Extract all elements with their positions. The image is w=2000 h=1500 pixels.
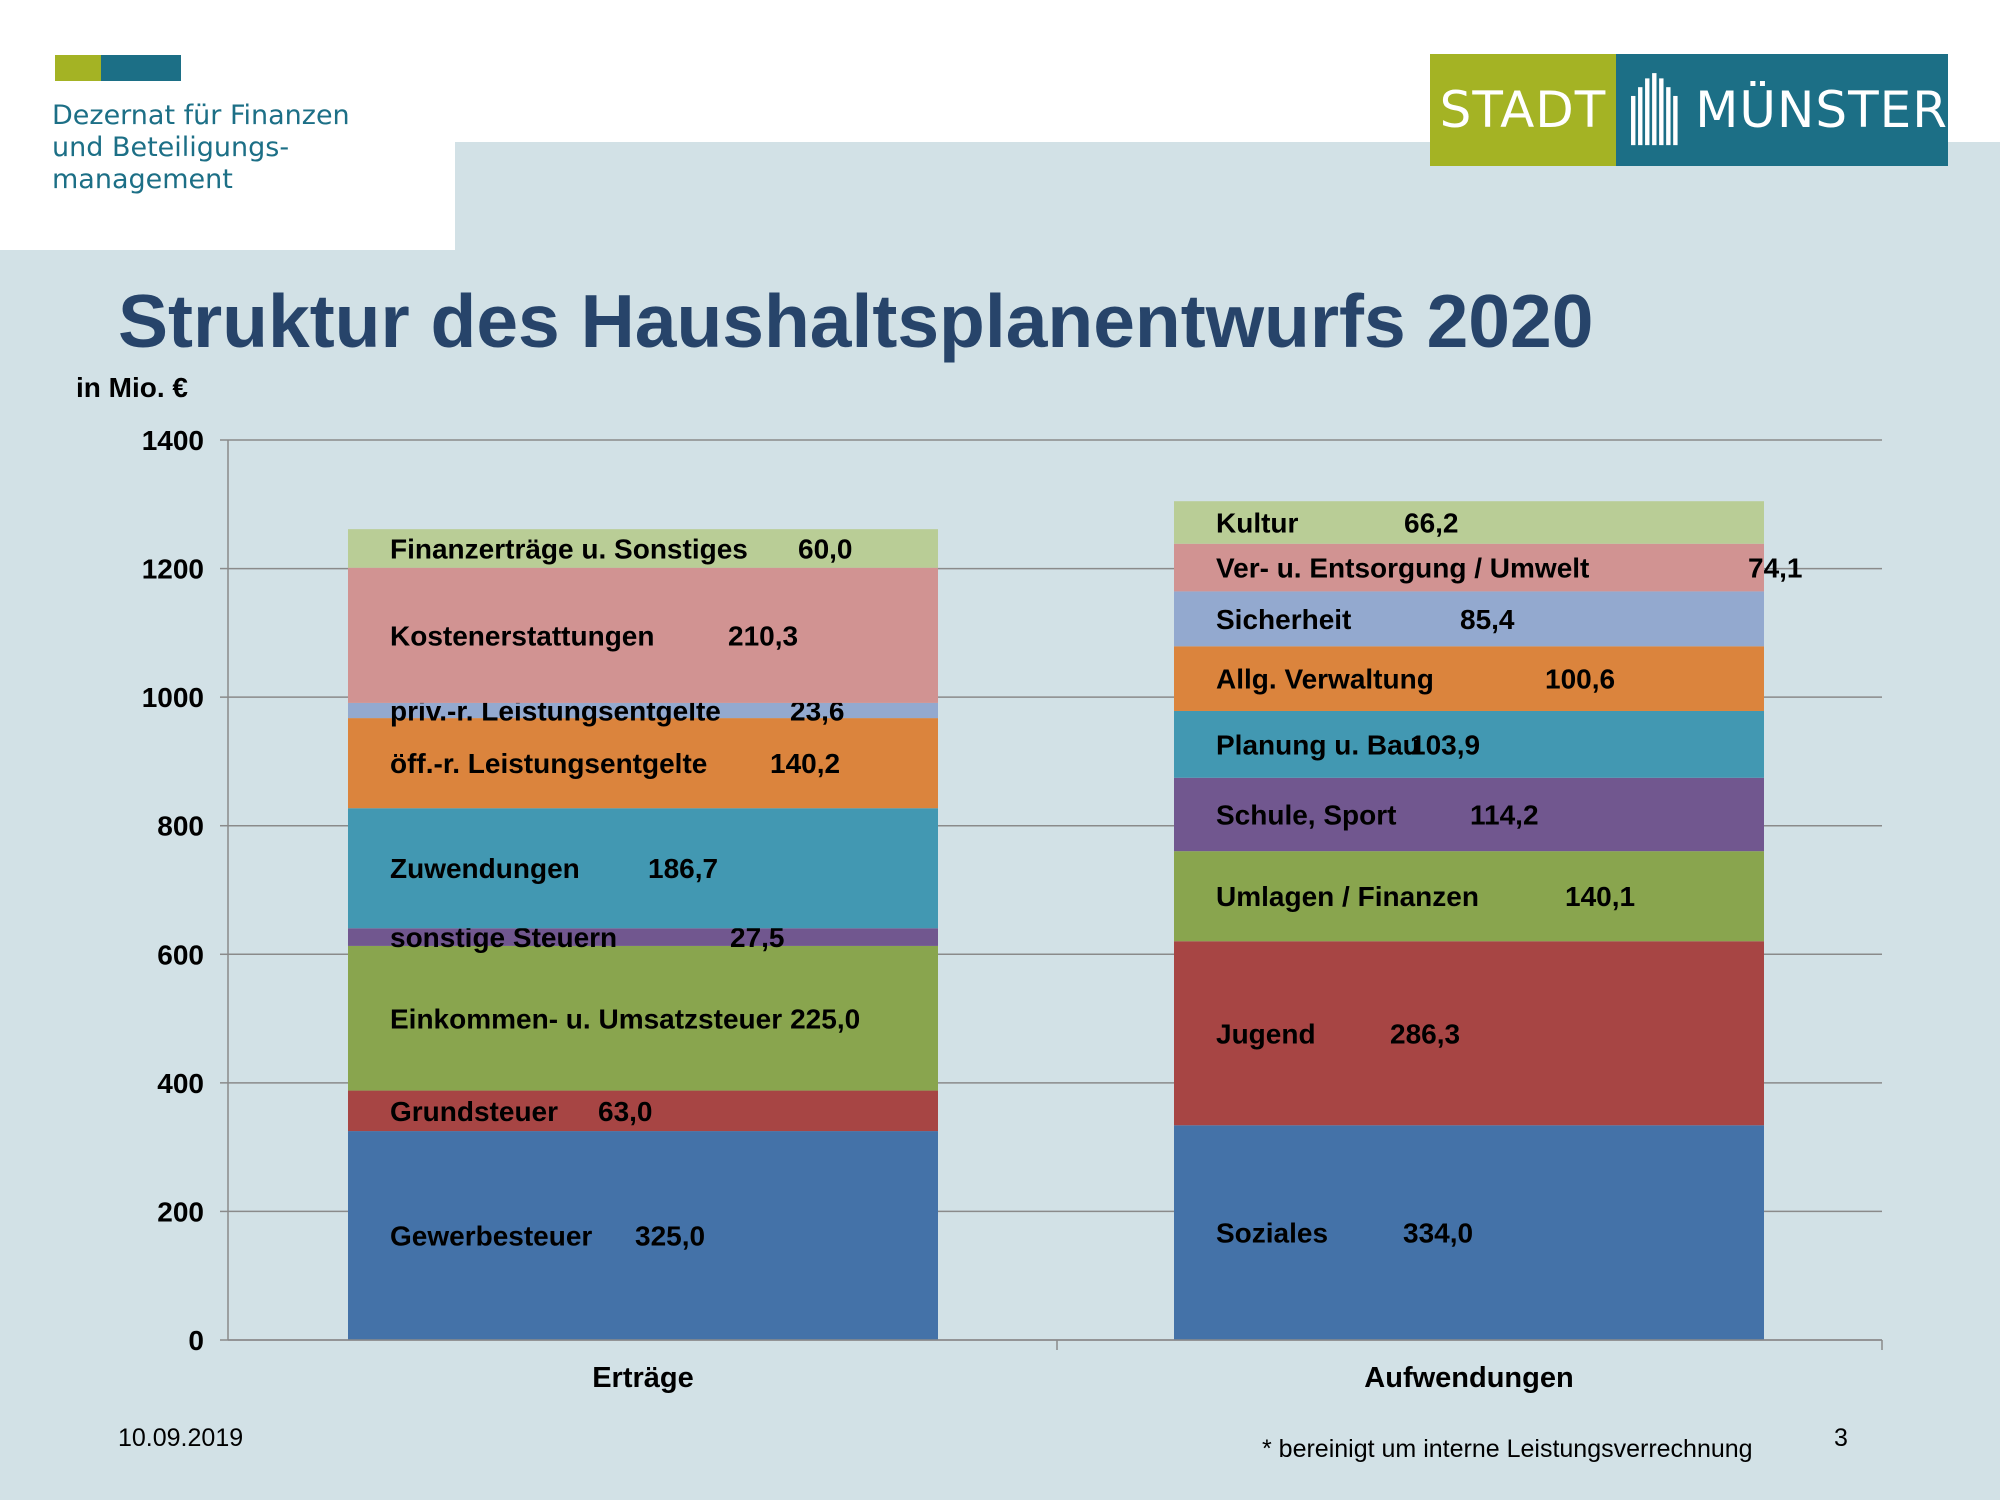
- x-category-label: Erträge: [592, 1362, 694, 1394]
- department-color-bar-teal: [101, 55, 181, 81]
- segment-value: 74,1: [1748, 553, 1803, 584]
- bar-segment: [1174, 710, 1764, 778]
- segment-value: 334,0: [1403, 1218, 1473, 1249]
- segment-label: Einkommen- u. Umsatzsteuer: [390, 1003, 782, 1034]
- y-tick-label: 600: [157, 939, 204, 970]
- y-tick-label: 400: [157, 1068, 204, 1099]
- y-tick-label: 1000: [142, 682, 204, 713]
- bar-segment: [1174, 646, 1764, 711]
- segment-label: Jugend: [1216, 1018, 1316, 1049]
- segment-value: 140,2: [770, 748, 840, 779]
- bar-segment: [348, 1131, 938, 1340]
- bar-segment: [1174, 851, 1764, 942]
- segment-value: 210,3: [728, 620, 798, 651]
- page-number: 3: [1834, 1424, 1848, 1452]
- segment-value: 66,2: [1404, 507, 1459, 538]
- bar-segment: [348, 808, 938, 929]
- bar-segment: [1174, 777, 1764, 852]
- segment-label: Zuwendungen: [390, 853, 580, 884]
- segment-value: 114,2: [1470, 799, 1539, 830]
- segment-label: Umlagen / Finanzen: [1216, 881, 1479, 912]
- cathedral-columns-icon: [1631, 73, 1678, 146]
- x-category-label: Aufwendungen: [1364, 1362, 1573, 1394]
- footer-date: 10.09.2019: [118, 1424, 244, 1452]
- logo-muenster-text: MÜNSTER: [1695, 81, 1948, 139]
- department-panel: [0, 0, 455, 250]
- segment-value: 325,0: [635, 1221, 705, 1252]
- segment-value: 225,0: [790, 1003, 860, 1034]
- logo-muenster: MÜNSTER: [1616, 54, 1948, 166]
- segment-value: 140,1: [1565, 881, 1635, 912]
- segment-value: 286,3: [1390, 1018, 1460, 1049]
- segment-label: Kostenerstattungen: [390, 620, 654, 651]
- segment-label: Planung u. Bau: [1216, 729, 1420, 760]
- segment-label: Grundsteuer: [390, 1096, 558, 1127]
- segment-label: Gewerbesteuer: [390, 1221, 592, 1252]
- y-tick-label: 200: [157, 1196, 204, 1227]
- segment-value: 186,7: [648, 853, 718, 884]
- bar-segment: [1174, 543, 1764, 592]
- segment-label: öff.-r. Leistungsentgelte: [390, 748, 707, 779]
- segment-label: Sicherheit: [1216, 604, 1351, 635]
- segment-label: Schule, Sport: [1216, 799, 1396, 830]
- y-tick-label: 1200: [142, 554, 204, 585]
- segment-value: 85,4: [1460, 604, 1515, 635]
- department-name: Dezernat für Finanzen und Beteiligungs- …: [52, 100, 350, 195]
- bar-segment: [348, 928, 938, 946]
- segment-label: Finanzerträge u. Sonstiges: [390, 533, 748, 564]
- bar-segment: [348, 1090, 938, 1132]
- department-color-bar-green: [55, 55, 101, 81]
- page-title: Struktur des Haushaltsplanentwurfs 2020: [118, 279, 1594, 363]
- bar-segment: [1174, 591, 1764, 647]
- footer-note: * bereinigt um interne Leistungsverrechn…: [1262, 1435, 1753, 1463]
- y-axis-unit-label: in Mio. €: [76, 372, 188, 403]
- segment-value: 63,0: [598, 1096, 653, 1127]
- y-tick-label: 800: [157, 811, 204, 842]
- logo-stadt: STADT: [1430, 54, 1616, 166]
- bar-segment: [348, 529, 938, 568]
- segment-label: Soziales: [1216, 1218, 1328, 1249]
- segment-label: Kultur: [1216, 507, 1299, 538]
- segment-value: 100,6: [1545, 664, 1615, 695]
- bar-segment: [1174, 941, 1764, 1126]
- bar-segment: [348, 567, 938, 703]
- bar-segment: [348, 718, 938, 809]
- y-tick-label: 0: [188, 1325, 204, 1356]
- segment-value: 103,9: [1410, 729, 1480, 760]
- bar-segment: [348, 702, 938, 719]
- bar-segment: [348, 945, 938, 1091]
- bar-segment: [1174, 501, 1764, 544]
- segment-label: Ver- u. Entsorgung / Umwelt: [1216, 553, 1589, 584]
- stadt-muenster-logo: STADT MÜNSTER: [1430, 54, 1948, 166]
- y-tick-label: 1400: [142, 425, 204, 456]
- segment-value: 60,0: [798, 533, 853, 564]
- bar-segment: [1174, 1125, 1764, 1340]
- segment-label: Allg. Verwaltung: [1216, 664, 1434, 695]
